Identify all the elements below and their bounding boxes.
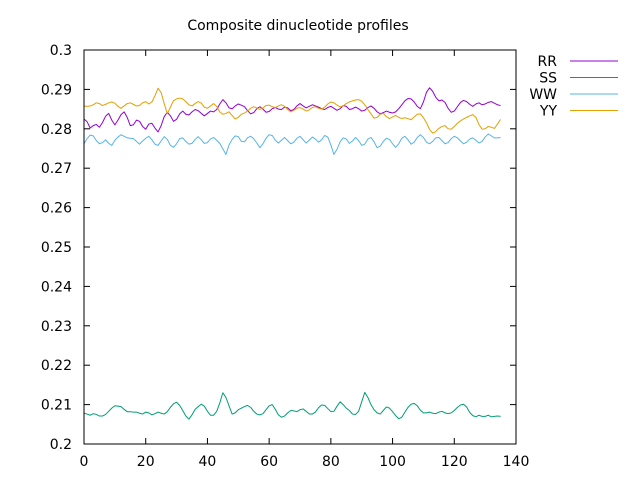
x-tick-label: 140 bbox=[503, 454, 530, 470]
series-line-yy bbox=[83, 87, 501, 134]
x-tick-label: 60 bbox=[260, 454, 278, 470]
x-tick-label: 100 bbox=[379, 454, 406, 470]
y-tick-label: 0.3 bbox=[50, 43, 72, 59]
y-tick-label: 0.21 bbox=[41, 398, 72, 414]
y-tick-label: 0.28 bbox=[41, 122, 72, 138]
legend-label-ss: SS bbox=[539, 71, 557, 87]
x-tick-label: 0 bbox=[80, 454, 89, 470]
legend-label-rr: RR bbox=[538, 54, 558, 70]
y-tick-label: 0.25 bbox=[41, 240, 72, 256]
y-axis: 0.2 0.21 0.22 0.23 0.24 0.25 0.26 0.27 0.28 0.29 0… bbox=[41, 43, 516, 453]
series-line-ss bbox=[83, 391, 501, 420]
legend-label-yy: YY bbox=[539, 104, 558, 120]
x-tick-label: 40 bbox=[199, 454, 217, 470]
y-tick-label: 0.24 bbox=[41, 279, 72, 295]
y-tick-label: 0.26 bbox=[41, 201, 72, 217]
y-tick-label: 0.29 bbox=[41, 82, 72, 98]
y-tick-label: 0.22 bbox=[41, 358, 72, 374]
x-tick-label: 80 bbox=[322, 454, 340, 470]
y-tick-label: 0.27 bbox=[41, 161, 72, 177]
series-lines bbox=[83, 87, 501, 420]
y-tick-label: 0.2 bbox=[50, 437, 72, 453]
chart-title: Composite dinucleotide profiles bbox=[187, 18, 408, 34]
series-line-ww bbox=[83, 133, 501, 155]
x-tick-label: 120 bbox=[441, 454, 468, 470]
x-axis: 0 20 40 60 80 100 120 140 bbox=[80, 50, 530, 470]
series-line-rr bbox=[83, 87, 501, 133]
x-tick-label: 20 bbox=[137, 454, 155, 470]
y-tick-label: 0.23 bbox=[41, 319, 72, 335]
legend-label-ww: WW bbox=[529, 87, 557, 103]
